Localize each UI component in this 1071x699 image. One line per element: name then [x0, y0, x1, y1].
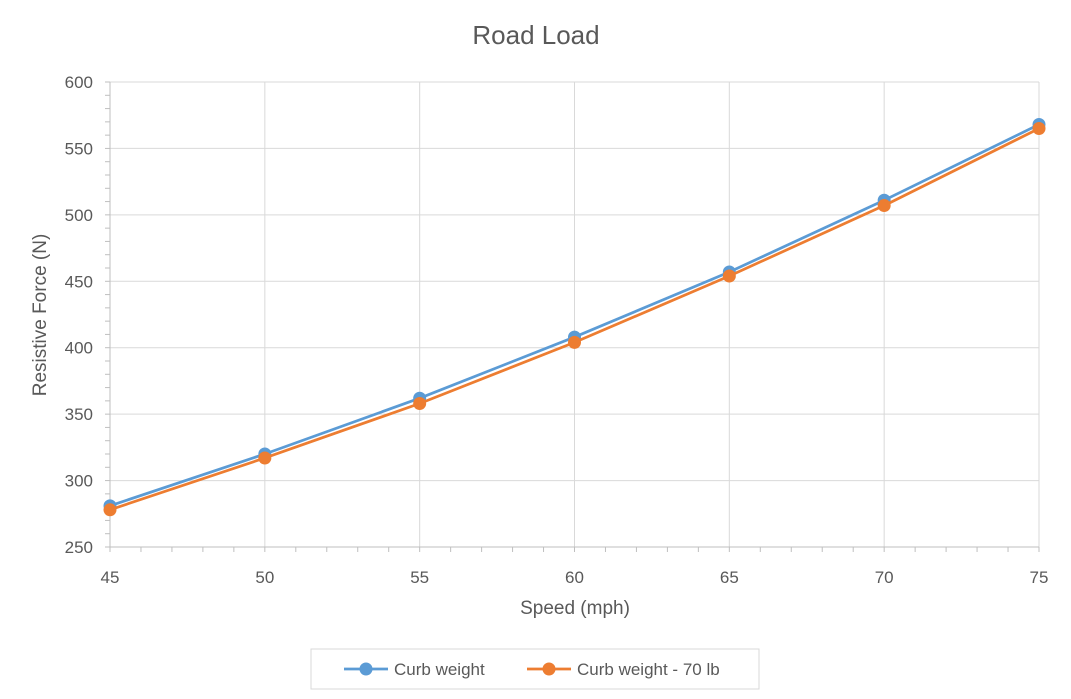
legend-item-2: Curb weight - 70 lb: [527, 660, 720, 679]
y-axis-title: Resistive Force (N): [30, 234, 51, 397]
legend-label: Curb weight - 70 lb: [577, 660, 720, 679]
legend-marker: [359, 662, 373, 676]
x-tick-label: 65: [720, 568, 739, 587]
x-tick-label: 55: [410, 568, 429, 587]
y-tick-label: 400: [65, 339, 93, 358]
y-tick-label: 250: [65, 538, 93, 557]
series-layer: [103, 118, 1046, 517]
legend: Curb weight Curb weight - 70 lb: [310, 648, 760, 690]
x-tick-label: 60: [565, 568, 584, 587]
y-tick-labels: 250 300 350 400 450 500 550 600: [65, 73, 93, 557]
y-tick-label: 500: [65, 206, 93, 225]
data-point: [413, 397, 427, 411]
legend-label: Curb weight: [394, 660, 485, 679]
y-tick-label: 300: [65, 472, 93, 491]
legend-item-1: Curb weight: [344, 660, 485, 679]
y-tick-label: 550: [65, 139, 93, 158]
legend-marker: [542, 662, 556, 676]
x-tick-label: 50: [255, 568, 274, 587]
x-tick-label: 45: [101, 568, 120, 587]
y-tick-label: 450: [65, 272, 93, 291]
data-point: [1032, 122, 1046, 135]
y-tick-label: 350: [65, 405, 93, 424]
data-point: [258, 451, 272, 465]
x-axis-title: Speed (mph): [520, 598, 630, 619]
y-tick-label: 600: [65, 73, 93, 92]
data-point: [877, 199, 891, 213]
axes: [105, 81, 1040, 552]
gridlines: [110, 81, 1040, 547]
x-tick-label: 75: [1030, 568, 1049, 587]
chart-title: Road Load: [472, 20, 599, 50]
series-2: [103, 122, 1046, 517]
data-point: [103, 503, 117, 517]
data-point: [568, 335, 581, 349]
x-tick-label: 70: [875, 568, 894, 587]
data-point: [722, 269, 736, 283]
x-tick-labels: 45 50 55 60 65 70 75: [101, 568, 1049, 587]
